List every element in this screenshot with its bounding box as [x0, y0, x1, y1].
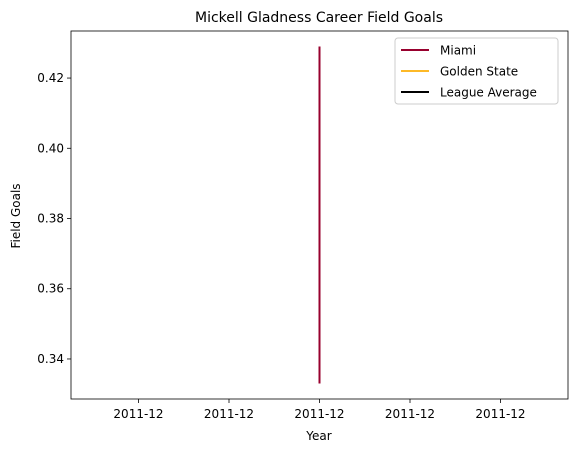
y-tick-label: 0.34	[37, 352, 64, 366]
x-tick-label: 2011-12	[294, 407, 344, 421]
x-axis-label: Year	[305, 429, 331, 443]
y-tick-label: 0.36	[37, 282, 64, 296]
chart-title: Mickell Gladness Career Field Goals	[195, 10, 443, 26]
y-tick-label: 0.40	[37, 141, 64, 155]
legend-box	[394, 37, 559, 105]
plot-area: 0.34 0.36 0.38 0.40 0.42 2011-12 2011-12 2011-1…	[37, 30, 569, 421]
legend: Miami Golden State League Average	[394, 37, 559, 105]
y-tick-label: 0.38	[37, 212, 64, 226]
x-tick-label: 2011-12	[113, 407, 163, 421]
legend-label: Golden State	[440, 65, 518, 79]
legend-label: Miami	[440, 44, 476, 58]
x-tick-label: 2011-12	[204, 407, 254, 421]
y-axis-label: Field Goals	[9, 183, 23, 248]
y-tick-label: 0.42	[37, 71, 64, 85]
legend-label: League Average	[440, 86, 537, 100]
x-tick-label: 2011-12	[475, 407, 525, 421]
x-tick-label: 2011-12	[385, 407, 435, 421]
